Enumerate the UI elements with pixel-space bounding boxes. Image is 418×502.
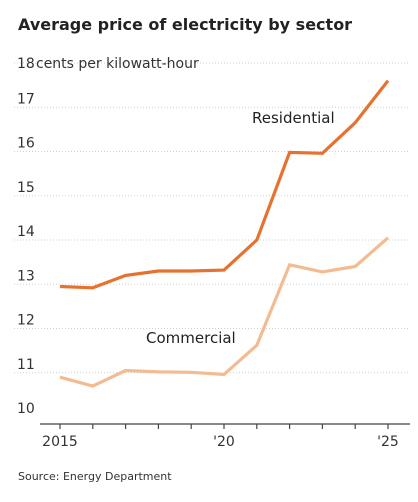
y-tick-label: 10 xyxy=(17,401,35,417)
source-note: Source: Energy Department xyxy=(18,470,172,483)
series-layer: ResidentialResidentialCommercialCommerci… xyxy=(59,79,390,388)
series-label-halo-commercial: Commercial xyxy=(146,329,236,347)
series-label-residential: Residential xyxy=(252,109,335,127)
series-line-commercial xyxy=(59,236,390,388)
y-tick-label: 14 xyxy=(17,224,35,240)
x-tick-label: 2015 xyxy=(42,434,78,450)
y-tick-label: 18 xyxy=(17,56,35,72)
x-tick-label: '25 xyxy=(377,434,399,450)
chart-title: Average price of electricity by sector xyxy=(18,15,352,34)
y-tick-label: 15 xyxy=(17,180,35,196)
x-axis: 2015 '20 '25 xyxy=(40,423,410,450)
series-label-halo-residential: Residential xyxy=(252,109,335,127)
y-axis: 10 11 12 13 14 15 16 17 18 xyxy=(17,56,35,417)
grid-layer xyxy=(14,62,410,374)
y-axis-unit-label: cents per kilowatt-hour xyxy=(36,56,199,72)
series-line-residential xyxy=(59,79,390,290)
y-tick-label: 17 xyxy=(17,91,35,107)
series-label-commercial: Commercial xyxy=(146,329,236,347)
y-tick-label: 12 xyxy=(17,313,35,329)
y-tick-label: 13 xyxy=(17,268,35,284)
y-tick-label: 11 xyxy=(17,357,35,373)
y-tick-label: 16 xyxy=(17,136,35,152)
x-tick-label: '20 xyxy=(213,434,235,450)
